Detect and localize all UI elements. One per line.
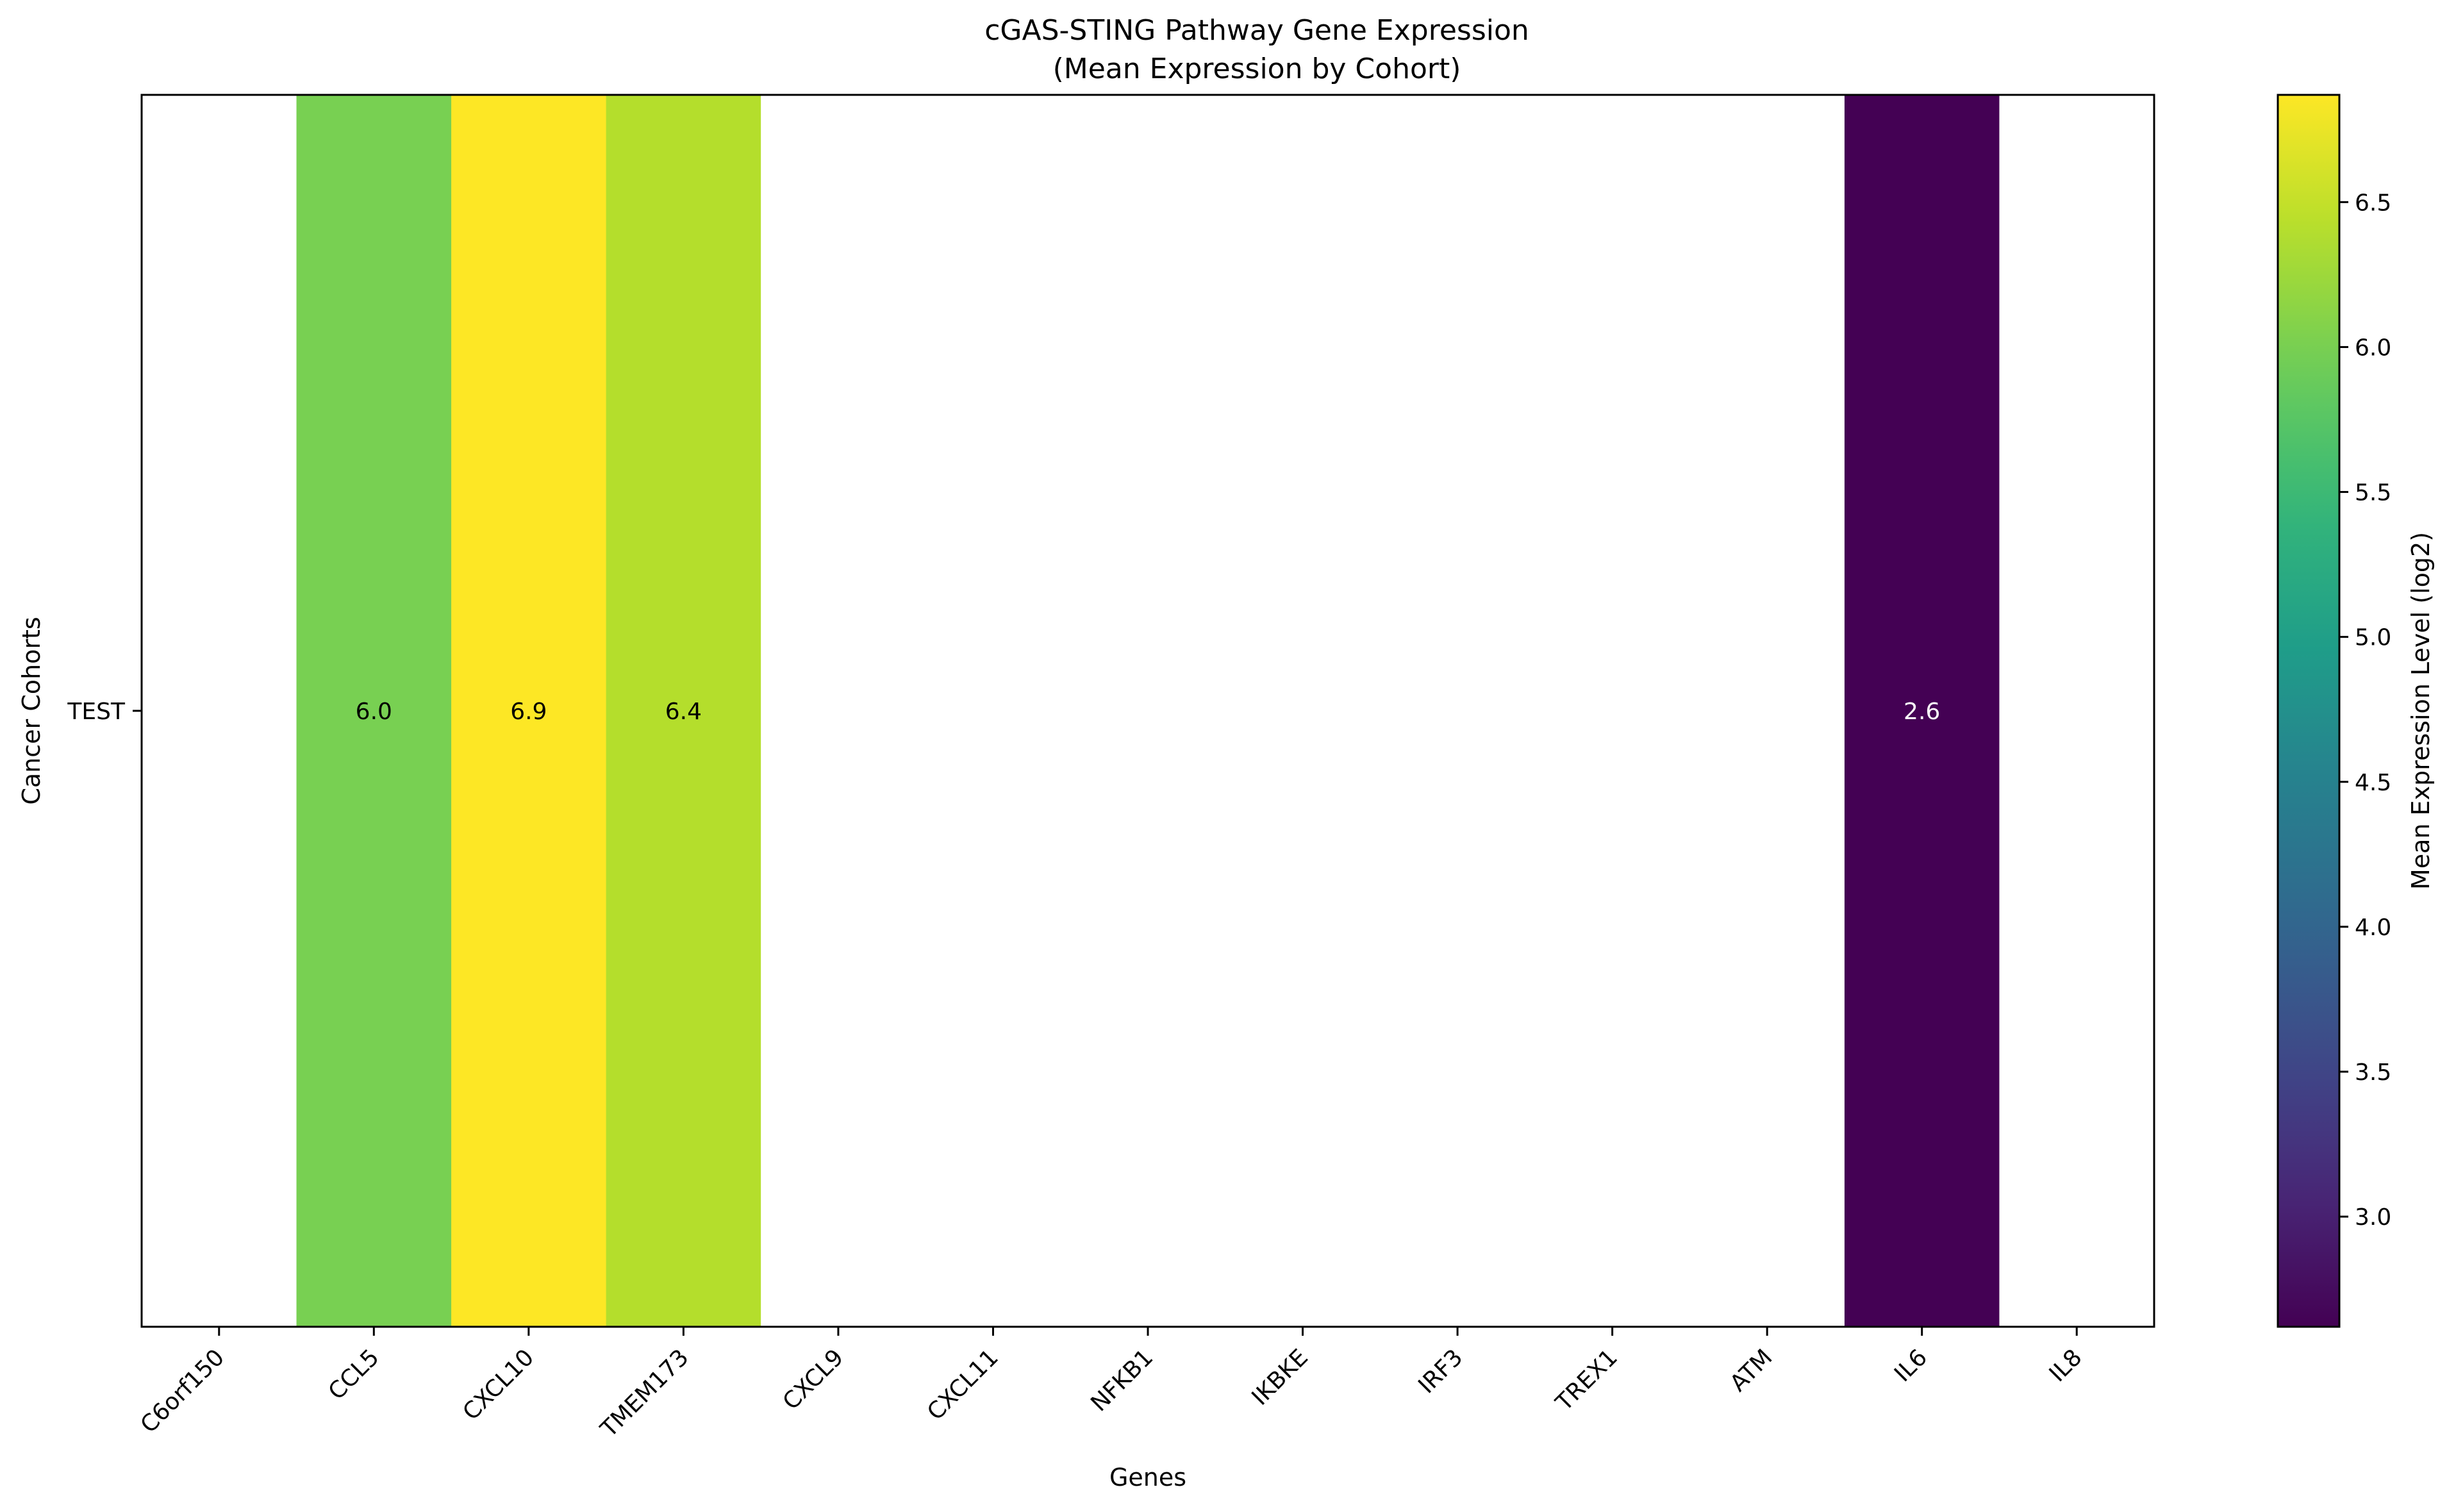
cell-value-label: 2.6	[1904, 699, 1940, 725]
colorbar-tick-label: 4.0	[2355, 915, 2391, 941]
colorbar: 3.0 3.5 4.0 4.5 5.0 5.5 6.0 6.5	[2277, 94, 2391, 1328]
x-tick-label: CXCL10	[458, 1344, 540, 1425]
x-tick-label: C6orf150	[136, 1344, 230, 1438]
heatmap-cell	[296, 95, 452, 1327]
heatmap-cell	[1844, 95, 2000, 1327]
y-axis-label: Cancer Cohorts	[17, 617, 46, 804]
heatmap-cell	[606, 95, 761, 1327]
heatmap-cell	[1225, 95, 1381, 1327]
cell-value-label: 6.9	[510, 699, 547, 725]
heatmap-cells	[142, 95, 2155, 1327]
colorbar-label: Mean Expression Level (log2)	[2407, 532, 2435, 890]
heatmap-cell	[1070, 95, 1226, 1327]
heatmap-cell	[451, 95, 607, 1327]
colorbar-tick-label: 6.0	[2355, 335, 2391, 361]
heatmap-cell	[1380, 95, 1536, 1327]
x-axis-ticks: C6orf150 CCL5 CXCL10 TMEM173 CXCL9 CXCL11 NFKB…	[136, 1327, 2087, 1443]
y-tick-label: TEST	[67, 699, 126, 725]
colorbar-gradient	[2277, 94, 2341, 1328]
heatmap-cell	[142, 95, 297, 1327]
x-axis-label: Genes	[1109, 1463, 1186, 1491]
colorbar-tick-label: 3.0	[2355, 1204, 2391, 1231]
x-tick-label: TMEM173	[595, 1344, 694, 1443]
x-tick-label: TREX1	[1550, 1344, 1623, 1416]
chart-title: cGAS-STING Pathway Gene Expression	[984, 14, 1529, 47]
colorbar-tick-label: 4.5	[2355, 770, 2391, 796]
x-tick-label: IL8	[2045, 1344, 2087, 1387]
x-tick-label: CXCL9	[778, 1344, 849, 1415]
heatmap-cell	[761, 95, 917, 1327]
heatmap-cell	[1999, 95, 2155, 1327]
x-tick-label: ATM	[1725, 1344, 1778, 1397]
colorbar-tick-label: 6.5	[2355, 190, 2391, 216]
x-tick-label: NFKB1	[1086, 1344, 1158, 1416]
x-tick-label: CXCL11	[922, 1344, 1004, 1425]
colorbar-tick-label: 5.0	[2355, 625, 2391, 651]
chart-subtitle: (Mean Expression by Cohort)	[1053, 53, 1461, 85]
heatmap-cell	[1689, 95, 1845, 1327]
cell-value-label: 6.0	[356, 699, 392, 725]
x-tick-label: IRF3	[1413, 1344, 1468, 1399]
colorbar-tick-label: 5.5	[2355, 480, 2391, 506]
colorbar-tick-label: 3.5	[2355, 1059, 2391, 1086]
x-tick-label: IL6	[1889, 1344, 1932, 1387]
heatmap-cell-labels: 6.0 6.9 6.4 2.6	[356, 699, 1941, 725]
heatmap-cell	[915, 95, 1071, 1327]
x-tick-label: CCL5	[324, 1344, 385, 1405]
y-axis-ticks: TEST	[67, 699, 142, 725]
heatmap-cell	[1534, 95, 1690, 1327]
x-tick-label: IKBKE	[1247, 1344, 1313, 1410]
cell-value-label: 6.4	[665, 699, 702, 725]
